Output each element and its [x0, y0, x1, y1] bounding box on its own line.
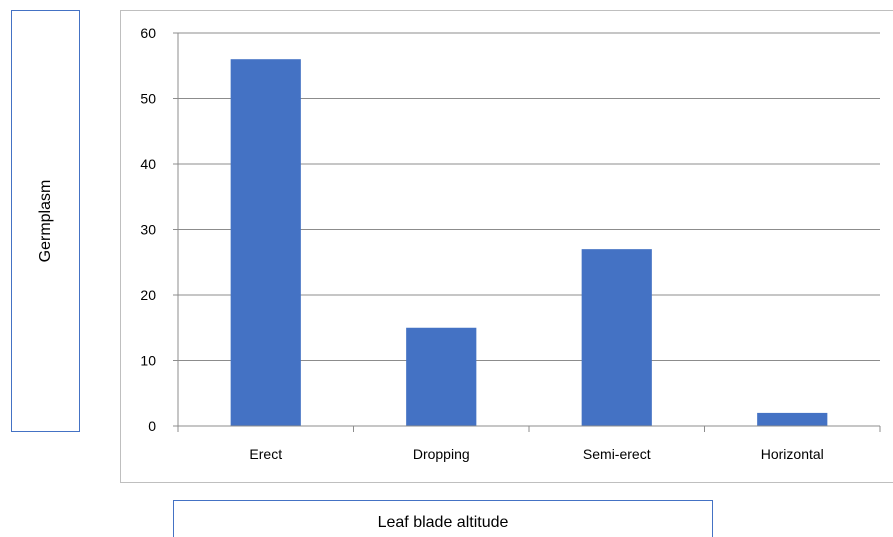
y-tick-label: 60 — [140, 25, 156, 41]
axes — [173, 32, 881, 432]
y-tick-label: 0 — [148, 418, 156, 434]
x-tick-label: Horizontal — [761, 446, 824, 462]
bar-dropping — [406, 327, 477, 426]
chart-frame — [120, 10, 893, 483]
y-tick-label: 10 — [140, 353, 156, 369]
x-tick-label: Dropping — [413, 446, 470, 462]
bar-semi-erect — [581, 249, 652, 426]
bar-horizontal — [757, 412, 828, 426]
y-tick-label: 20 — [140, 287, 156, 303]
bars — [230, 59, 828, 426]
bar-erect — [230, 59, 301, 426]
x-tick-label: Semi-erect — [583, 446, 651, 462]
x-tick-label: Erect — [249, 446, 282, 462]
y-axis-label-box: Germplasm — [11, 10, 80, 432]
x-axis-label-box: Leaf blade altitude — [173, 500, 713, 537]
y-tick-label: 50 — [140, 91, 156, 107]
y-tick-label: 30 — [140, 222, 156, 238]
tick-labels: 0 10 20 30 40 50 60 Erect Dropping Semi-erect Hori… — [140, 25, 823, 462]
y-tick-label: 40 — [140, 156, 156, 172]
x-axis-label: Leaf blade altitude — [377, 514, 509, 531]
